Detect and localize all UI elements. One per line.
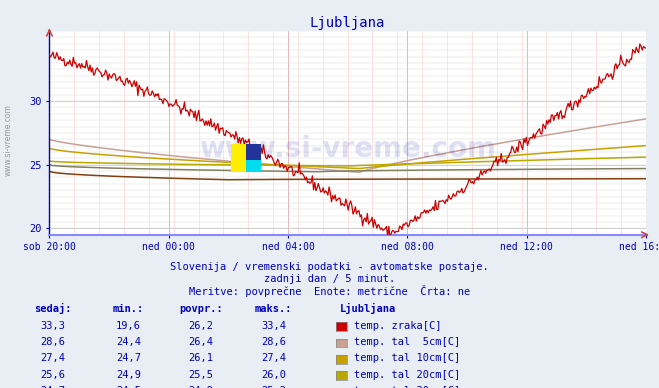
Bar (246, 144, 261, 160)
Text: Meritve: povprečne  Enote: metrične  Črta: ne: Meritve: povprečne Enote: metrične Črta:… (189, 285, 470, 297)
Text: Slovenija / vremenski podatki - avtomatske postaje.: Slovenija / vremenski podatki - avtomats… (170, 262, 489, 272)
Text: min.:: min.: (113, 304, 144, 314)
Text: 19,6: 19,6 (116, 320, 141, 331)
Text: 26,1: 26,1 (188, 353, 214, 363)
Text: temp. tal 30cm[C]: temp. tal 30cm[C] (354, 386, 460, 388)
Text: 25,6: 25,6 (40, 369, 65, 379)
Text: 25,2: 25,2 (261, 386, 286, 388)
Text: sedaj:: sedaj: (34, 303, 71, 314)
Text: 24,9: 24,9 (116, 369, 141, 379)
Text: maks.:: maks.: (255, 304, 292, 314)
Text: Ljubljana: Ljubljana (339, 303, 395, 314)
Text: 33,3: 33,3 (40, 320, 65, 331)
Text: www.si-vreme.com: www.si-vreme.com (3, 104, 13, 176)
Text: temp. tal 10cm[C]: temp. tal 10cm[C] (354, 353, 460, 363)
Text: temp. zraka[C]: temp. zraka[C] (354, 320, 442, 331)
Text: 24,5: 24,5 (116, 386, 141, 388)
Bar (246, 160, 261, 172)
Text: 33,4: 33,4 (261, 320, 286, 331)
Text: 24,7: 24,7 (40, 386, 65, 388)
Text: 24,9: 24,9 (188, 386, 214, 388)
Text: 24,4: 24,4 (116, 337, 141, 347)
Text: 26,4: 26,4 (188, 337, 214, 347)
Title: Ljubljana: Ljubljana (310, 16, 386, 30)
Text: 28,6: 28,6 (40, 337, 65, 347)
Text: www.si-vreme.com: www.si-vreme.com (199, 135, 496, 163)
Text: povpr.:: povpr.: (179, 304, 223, 314)
Text: 28,6: 28,6 (261, 337, 286, 347)
Text: 26,2: 26,2 (188, 320, 214, 331)
Text: 27,4: 27,4 (261, 353, 286, 363)
Bar (231, 144, 246, 172)
Text: temp. tal  5cm[C]: temp. tal 5cm[C] (354, 337, 460, 347)
Text: temp. tal 20cm[C]: temp. tal 20cm[C] (354, 369, 460, 379)
Text: 24,7: 24,7 (116, 353, 141, 363)
Text: 25,5: 25,5 (188, 369, 214, 379)
Text: zadnji dan / 5 minut.: zadnji dan / 5 minut. (264, 274, 395, 284)
Text: 27,4: 27,4 (40, 353, 65, 363)
Text: 26,0: 26,0 (261, 369, 286, 379)
